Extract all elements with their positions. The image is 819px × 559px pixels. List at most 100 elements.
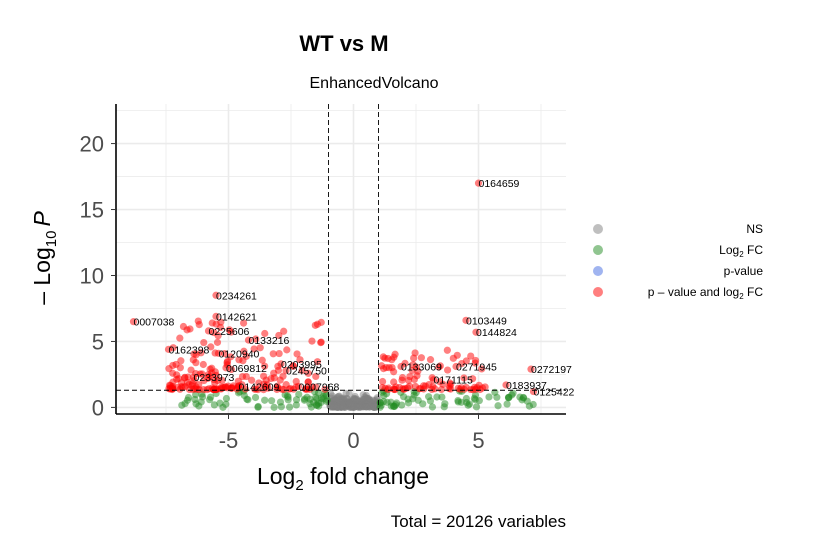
- data-point: [221, 349, 229, 358]
- data-point: [462, 394, 470, 403]
- legend-swatch: [593, 224, 603, 234]
- y-tick-label: 0: [92, 395, 104, 420]
- data-point: [387, 402, 395, 410]
- axes: [115, 104, 566, 415]
- data-point: [398, 376, 406, 384]
- point-label: 0162398: [169, 344, 210, 356]
- data-point: [261, 396, 269, 404]
- data-point: [469, 385, 477, 394]
- data-point: [485, 393, 493, 401]
- data-point: [502, 381, 510, 389]
- data-point: [298, 366, 306, 375]
- data-point: [206, 393, 215, 401]
- data-point: [433, 393, 441, 401]
- point-label: 0233973: [194, 372, 235, 384]
- data-point: [292, 401, 300, 409]
- data-point: [214, 332, 222, 340]
- data-point: [436, 378, 444, 386]
- data-point: [214, 376, 222, 385]
- legend-label: p-value: [724, 264, 764, 278]
- data-points: [129, 179, 538, 412]
- y-tick-label: 20: [80, 132, 104, 157]
- data-point: [390, 368, 398, 376]
- point-label: 0245750: [286, 365, 327, 377]
- data-point: [256, 344, 264, 352]
- data-point: [412, 363, 420, 371]
- data-point: [304, 369, 312, 377]
- data-point: [217, 383, 226, 391]
- legend-label: p – value and log2 FC: [648, 285, 764, 301]
- data-point: [188, 380, 197, 388]
- data-point: [426, 397, 435, 405]
- data-point: [392, 383, 400, 391]
- data-point: [443, 346, 451, 354]
- data-point: [428, 403, 437, 411]
- data-point: [319, 395, 327, 403]
- data-point: [254, 385, 262, 394]
- data-point: [504, 394, 513, 402]
- point-label: 0164659: [479, 178, 520, 190]
- data-point: [313, 358, 322, 366]
- point-label: 0007038: [134, 317, 175, 329]
- data-point: [523, 397, 531, 405]
- data-point: [198, 370, 206, 378]
- data-point: [471, 396, 479, 404]
- y-tick-label: 5: [92, 329, 104, 354]
- data-point: [227, 328, 235, 336]
- data-point: [303, 393, 311, 401]
- data-point: [274, 383, 282, 392]
- data-point: [529, 387, 538, 396]
- data-point: [270, 374, 278, 382]
- data-point: [339, 403, 347, 411]
- data-point: [277, 360, 285, 368]
- data-point: [252, 335, 260, 343]
- data-point: [204, 327, 213, 335]
- data-point: [420, 382, 428, 390]
- data-point: [321, 385, 329, 393]
- data-point: [222, 394, 231, 403]
- legend-swatch: [593, 266, 603, 276]
- data-point: [263, 381, 271, 389]
- data-point: [234, 382, 243, 390]
- data-point: [217, 318, 225, 326]
- data-point: [399, 385, 407, 393]
- legend-swatch: [593, 287, 603, 297]
- data-point: [280, 327, 288, 335]
- data-point: [165, 365, 173, 373]
- data-point: [212, 312, 220, 320]
- data-point: [222, 364, 230, 372]
- data-point: [268, 397, 276, 405]
- data-point: [277, 403, 285, 411]
- data-point: [308, 337, 316, 345]
- data-point: [244, 396, 252, 404]
- data-point: [200, 338, 208, 347]
- data-point: [251, 393, 260, 402]
- data-point: [275, 331, 283, 340]
- caption: Total = 20126 variables: [391, 512, 566, 531]
- data-point: [397, 362, 405, 371]
- data-point: [219, 403, 227, 411]
- data-point: [197, 349, 205, 357]
- data-point: [270, 403, 278, 411]
- point-labels: 0164659 0234261 0142621 0007038 022560601332…: [134, 178, 575, 398]
- data-point: [462, 383, 470, 392]
- data-point: [250, 345, 258, 353]
- point-label: 0142621: [216, 311, 257, 323]
- data-point: [239, 319, 248, 327]
- data-point: [447, 385, 455, 393]
- y-axis-label: – Log10P: [29, 211, 60, 305]
- data-point: [286, 384, 294, 393]
- data-point: [390, 353, 398, 361]
- data-point: [308, 383, 316, 391]
- data-point: [204, 374, 212, 382]
- data-point: [452, 362, 460, 371]
- point-label: 0125422: [534, 387, 575, 399]
- data-point: [214, 349, 223, 357]
- data-point: [527, 365, 535, 373]
- y-tick-label: 10: [80, 263, 104, 288]
- data-point: [279, 372, 287, 380]
- point-label: 0144824: [476, 327, 517, 339]
- data-point: [304, 378, 312, 386]
- data-point: [238, 372, 247, 381]
